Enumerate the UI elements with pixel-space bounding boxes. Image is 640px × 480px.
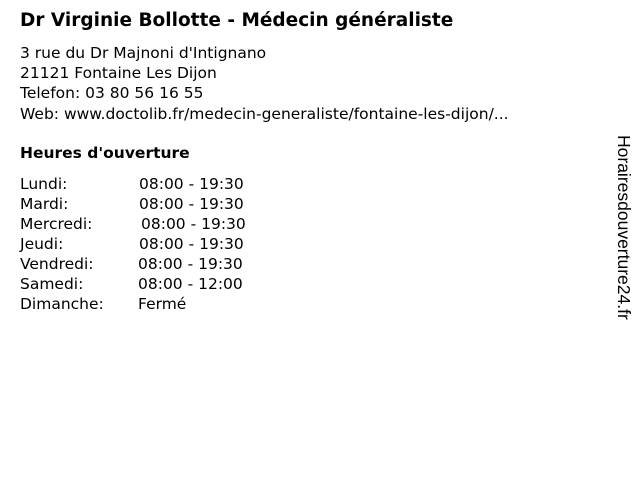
day-label: Samedi:	[20, 275, 84, 293]
hours-heading: Heures d'ouverture	[20, 144, 190, 162]
hours-row: Jeudi: 08:00 - 19:30	[20, 234, 246, 254]
hours-row: Lundi: 08:00 - 19:30	[20, 174, 246, 194]
time-value: 08:00 - 19:30	[138, 255, 243, 273]
contact-info: 3 rue du Dr Majnoni d'Intignano 21121 Fo…	[20, 43, 509, 124]
time-value: 08:00 - 19:30	[139, 175, 244, 193]
website-link[interactable]: Web: www.doctolib.fr/medecin-generaliste…	[20, 104, 509, 123]
hours-row: Mardi: 08:00 - 19:30	[20, 194, 246, 214]
day-label: Dimanche:	[20, 295, 104, 313]
day-label: Mardi:	[20, 195, 69, 213]
site-brand-watermark: Horairesdouverture24.fr	[614, 135, 634, 320]
hours-row: Mercredi: 08:00 - 19:30	[20, 214, 246, 234]
time-value: 08:00 - 19:30	[139, 195, 244, 213]
day-label: Jeudi:	[20, 235, 64, 253]
time-value: Fermé	[138, 295, 187, 313]
time-value: 08:00 - 19:30	[141, 215, 246, 233]
address-street: 3 rue du Dr Majnoni d'Intignano	[20, 44, 267, 62]
page-title: Dr Virginie Bollotte - Médecin généralis…	[20, 10, 454, 31]
hours-row: Vendredi: 08:00 - 19:30	[20, 254, 246, 274]
hours-row: Samedi: 08:00 - 12:00	[20, 274, 246, 294]
hours-table: Lundi: 08:00 - 19:30 Mardi: 08:00 - 19:30 …	[20, 174, 246, 314]
hours-row: Dimanche: Fermé	[20, 294, 246, 314]
phone-number: Telefon: 03 80 56 16 55	[20, 84, 204, 103]
day-label: Mercredi:	[20, 215, 93, 233]
address-city: 21121 Fontaine Les Dijon	[20, 64, 217, 83]
time-value: 08:00 - 19:30	[139, 235, 244, 253]
time-value: 08:00 - 12:00	[138, 275, 243, 293]
day-label: Lundi:	[20, 175, 68, 193]
day-label: Vendredi:	[20, 255, 94, 273]
